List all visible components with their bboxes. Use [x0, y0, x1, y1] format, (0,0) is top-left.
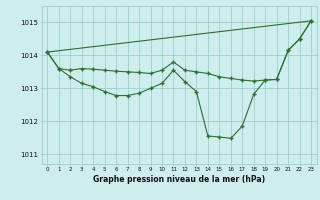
X-axis label: Graphe pression niveau de la mer (hPa): Graphe pression niveau de la mer (hPa): [93, 175, 265, 184]
